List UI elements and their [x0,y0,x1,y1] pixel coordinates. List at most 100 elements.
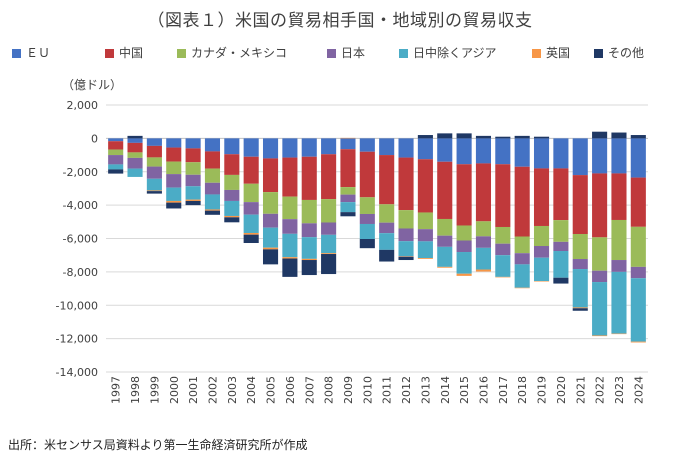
bar-segment [262,192,279,214]
bar-segment [495,243,511,256]
x-tick-label: 2009 [342,376,355,404]
bar-segment [379,204,395,223]
bar-segment [514,138,530,167]
bar-segment [398,210,414,229]
bar-segment [495,136,511,139]
bar-segment [262,227,279,248]
bar-segment [127,152,143,158]
bar-segment [301,138,317,157]
legend-swatch [177,49,186,58]
bar-segment [108,164,124,170]
bar-segment [611,173,627,220]
bar-segment [243,156,259,184]
bar-segment [321,254,337,275]
bar-segment [108,149,124,156]
x-tick-label: 2013 [419,376,432,404]
bar-segment [553,251,569,278]
bar-segment [262,249,279,265]
bar-segment [611,271,627,334]
bar-segment [282,196,298,220]
stacked-bar-chart: 2,000 0 -2,000 -4,000 -6,000 -8,000 -10,000 -12… [56,99,648,404]
bar-segment [359,138,375,152]
x-tick-label: 2000 [168,376,181,404]
bar-segment [146,157,162,167]
y-axis-unit-label: （億ドル） [62,78,123,92]
bar-segment [379,233,395,250]
bar-segment [417,229,433,242]
x-tick-label: 2011 [381,376,394,404]
bar-segment [398,241,414,257]
x-tick-label: 2023 [613,376,626,404]
bar-segment [204,138,221,152]
bar-segment [146,145,162,158]
bar-segment [321,154,337,200]
bar-segment [437,161,453,219]
bar-segment [359,223,375,240]
bar-segment [630,266,646,279]
bar-segment [553,138,569,169]
bar-segment [224,200,240,216]
y-tick-label: -2,000 [63,166,98,179]
bar-segment [572,307,588,309]
bar-segment [495,226,511,244]
bar-segment [340,194,356,203]
bar-segment [282,257,298,259]
bar-segment [340,138,356,150]
bar-segment [398,138,414,158]
bar-segment [592,282,608,336]
bar-segment [475,138,492,164]
bar-segment [243,232,259,235]
bar-segment [224,154,240,175]
legend-item: 中国 [105,44,143,61]
y-tick-label: -8,000 [63,266,98,279]
legend-item: ＥＵ [12,44,50,61]
x-tick-label: 2018 [516,376,529,404]
bar-segment [514,253,530,265]
bar-segment [437,235,453,247]
bar-segment [185,148,201,163]
bar-segment [146,166,162,179]
bar-segment [185,186,201,200]
bar-segment [204,182,221,195]
bar-segment [166,161,182,175]
y-axis-ticks: 2,000 0 -2,000 -4,000 -6,000 -8,000 -10,000 -12… [56,99,98,379]
x-tick-label: 2012 [400,376,413,404]
bar-segment [224,217,240,223]
bar-segment [204,209,221,211]
x-tick-label: 2006 [284,376,297,404]
bar-segment [553,241,569,252]
bar-segment [262,247,279,250]
bar-segment [533,136,550,139]
bar-segment [340,212,356,217]
bar-segment [456,164,472,226]
legend-swatch [532,49,541,58]
bar-segment [127,157,143,169]
bar-segment [572,259,588,270]
bar-segment [224,138,240,155]
bar-segment [533,281,550,282]
bar-segment [127,138,143,143]
bar-segment [417,212,433,230]
bar-segment [166,174,182,188]
legend-item: カナダ・メキシコ [177,44,287,61]
bar-segment [417,241,433,259]
bar-segment [379,249,395,262]
bar-segment [553,277,569,284]
legend-label: 日中除くアジア [413,46,497,60]
x-tick-label: 2022 [594,376,607,404]
x-axis-ticks: 1997 1998 1999 2000 2001 2002 2003 2004 2005 2006… [110,376,646,404]
bar-segment [514,166,530,237]
bar-segment [108,169,124,174]
bar-segment [262,138,279,159]
bar-segment [398,157,414,211]
chart-legend: ＥＵ 中国 カナダ・メキシコ 日本 日中除くアジア 英国 その他 [12,44,672,62]
bar-segment [611,132,627,139]
bar-segment [475,163,492,222]
bar-segment [224,189,240,201]
x-tick-label: 2016 [477,376,490,404]
bar-segment [475,247,492,270]
x-tick-label: 2002 [206,376,219,404]
x-tick-label: 2005 [265,376,278,404]
source-note: 出所：米センサス局資料より第一生命経済研究所が作成 [8,438,308,452]
bar-segment [321,253,337,255]
